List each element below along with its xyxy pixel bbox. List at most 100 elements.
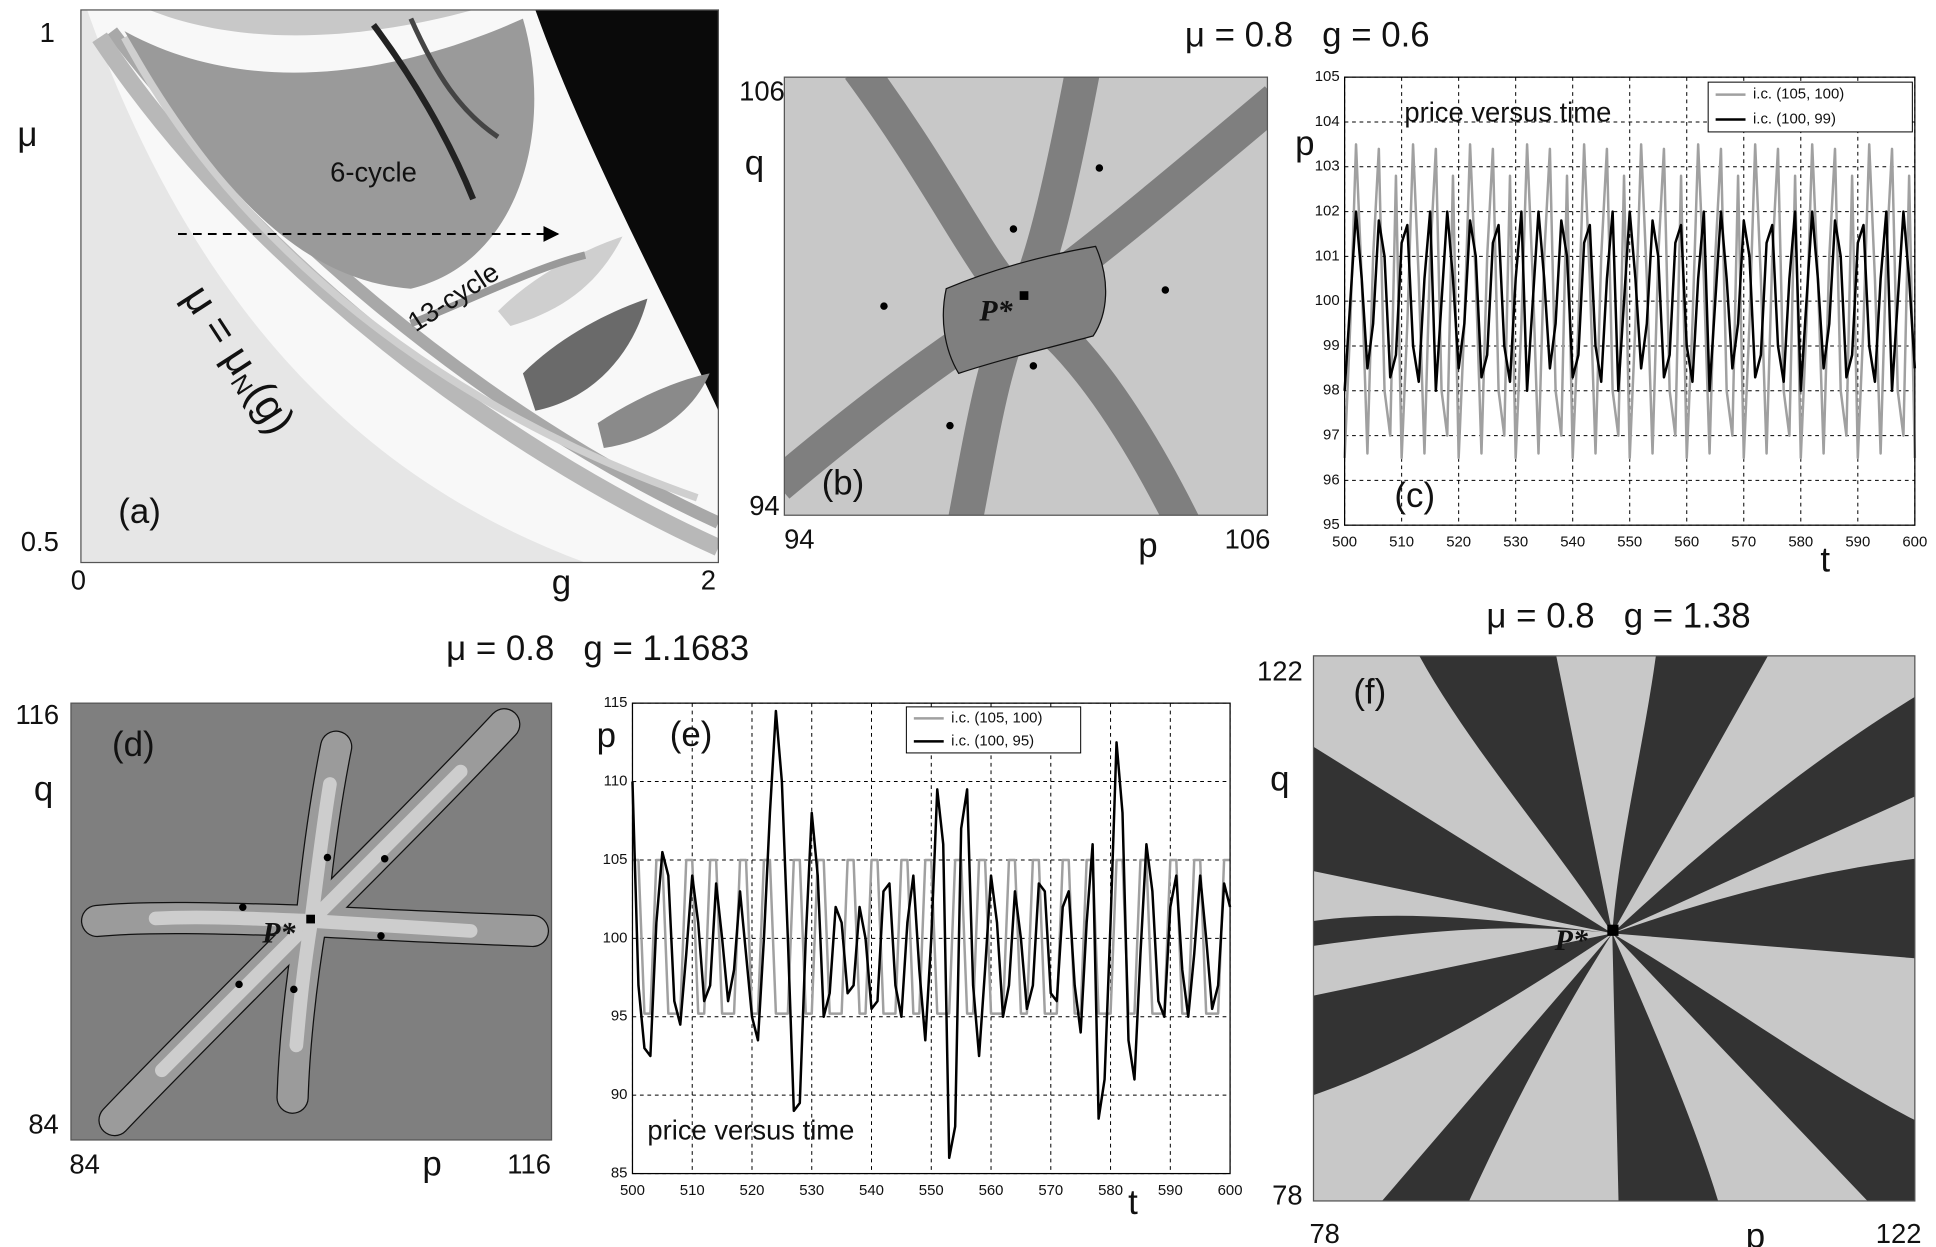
y-tick-label: 103 [1315, 158, 1340, 175]
x-min-label: 94 [784, 524, 814, 555]
y-axis-label: μ [17, 115, 37, 154]
x-tick-label: 590 [1845, 534, 1870, 551]
y-axis-label: q [745, 144, 764, 183]
y-axis-label: p [1295, 124, 1314, 163]
y-tick-label: 95 [1323, 516, 1340, 533]
y-min-label: 94 [749, 490, 779, 521]
y-tick-label: 99 [1323, 337, 1340, 354]
x-tick-label: 590 [1158, 1182, 1183, 1199]
x-min-label: 0 [71, 565, 86, 596]
panel-a-image [80, 9, 719, 563]
legend-label: i.c. (105, 100) [1753, 86, 1844, 103]
x-min-label: 84 [69, 1148, 99, 1179]
x-axis-label: g [552, 563, 571, 602]
series-line [1343, 210, 1917, 393]
panel-frame [70, 702, 553, 1141]
x-tick-label: 520 [740, 1182, 765, 1199]
y-max-label: 106 [739, 76, 785, 107]
legend-label: i.c. (100, 99) [1753, 110, 1836, 127]
y-min-label: 84 [28, 1109, 58, 1140]
x-tick-label: 580 [1788, 534, 1813, 551]
x-min-label: 78 [1309, 1218, 1339, 1247]
point-label: P* [1554, 924, 1589, 957]
series-line [631, 709, 1232, 1160]
x-tick-label: 550 [919, 1182, 944, 1199]
y-max-label: 1 [40, 17, 55, 48]
panel-label: (c) [1394, 476, 1435, 515]
x-tick-label: 510 [1389, 534, 1414, 551]
panel-frame [783, 76, 1269, 516]
series-line [1343, 143, 1917, 460]
plot-frame [631, 702, 1231, 1175]
y-tick-label: 101 [1315, 247, 1340, 264]
panel-label: (b) [822, 464, 865, 503]
legend-box [1707, 81, 1913, 133]
panel-d-image [70, 703, 552, 1140]
plot-frame [1343, 76, 1916, 526]
y-axis-label: p [597, 716, 616, 755]
panel-label: (d) [112, 725, 155, 764]
y-tick-label: 105 [1315, 68, 1340, 85]
x-tick-label: 560 [979, 1182, 1004, 1199]
annotation: 6-cycle [330, 156, 417, 187]
x-tick-label: 600 [1218, 1182, 1243, 1199]
figure-title: μ = 0.8 g = 1.1683 [446, 629, 749, 668]
x-axis-label: p [1746, 1216, 1765, 1247]
x-tick-label: 510 [680, 1182, 705, 1199]
x-axis-label: t [1820, 541, 1830, 580]
x-tick-label: 500 [1332, 534, 1357, 551]
y-axis-label: q [34, 770, 53, 809]
point-label: P* [978, 294, 1013, 327]
y-tick-label: 98 [1323, 382, 1340, 399]
y-tick-label: 110 [604, 772, 628, 789]
annotation: price versus time [647, 1115, 854, 1146]
y-tick-label: 100 [603, 929, 628, 946]
annotation: price versus time [1404, 97, 1611, 128]
x-tick-label: 600 [1902, 534, 1927, 551]
x-tick-label: 540 [859, 1182, 884, 1199]
y-min-label: 0.5 [21, 526, 59, 557]
x-tick-label: 550 [1617, 534, 1642, 551]
y-axis-label: q [1270, 760, 1289, 799]
x-axis-label: p [1138, 526, 1157, 565]
x-tick-label: 560 [1674, 534, 1699, 551]
y-tick-label: 104 [1315, 113, 1340, 130]
x-axis-label: t [1128, 1183, 1138, 1222]
legend-label: i.c. (105, 100) [951, 709, 1042, 726]
x-tick-label: 500 [620, 1182, 645, 1199]
series-line [632, 858, 1231, 1015]
figure-title: μ = 0.8 g = 1.38 [1486, 597, 1750, 636]
y-max-label: 116 [16, 699, 60, 730]
y-tick-label: 100 [1315, 292, 1340, 309]
x-tick-label: 570 [1038, 1182, 1063, 1199]
y-tick-label: 102 [1315, 203, 1340, 220]
legend-box [905, 706, 1082, 754]
y-tick-label: 95 [611, 1008, 628, 1025]
y-tick-label: 97 [1323, 427, 1340, 444]
panel-label: (a) [118, 492, 161, 531]
x-max-label: 116 [507, 1148, 551, 1179]
x-max-label: 2 [701, 565, 716, 596]
y-tick-label: 105 [603, 851, 628, 868]
x-tick-label: 580 [1098, 1182, 1123, 1199]
x-tick-label: 570 [1731, 534, 1756, 551]
y-tick-label: 90 [611, 1086, 628, 1103]
x-max-label: 106 [1225, 524, 1271, 555]
x-tick-label: 530 [799, 1182, 824, 1199]
y-tick-label: 96 [1323, 471, 1340, 488]
panel-label: (e) [670, 715, 713, 754]
panel-b-image [784, 77, 1268, 516]
panel-label: (f) [1353, 673, 1386, 712]
x-tick-label: 520 [1446, 534, 1471, 551]
legend-label: i.c. (100, 95) [951, 732, 1034, 749]
x-tick-label: 540 [1560, 534, 1585, 551]
panel-f-image [1313, 655, 1915, 1201]
point-label: P* [261, 917, 296, 950]
y-max-label: 122 [1257, 656, 1303, 687]
y-min-label: 78 [1272, 1179, 1302, 1210]
figure-title: μ = 0.8 g = 0.6 [1185, 16, 1430, 55]
x-max-label: 122 [1876, 1218, 1922, 1247]
y-tick-label: 115 [604, 694, 628, 711]
x-axis-label: p [422, 1144, 441, 1183]
